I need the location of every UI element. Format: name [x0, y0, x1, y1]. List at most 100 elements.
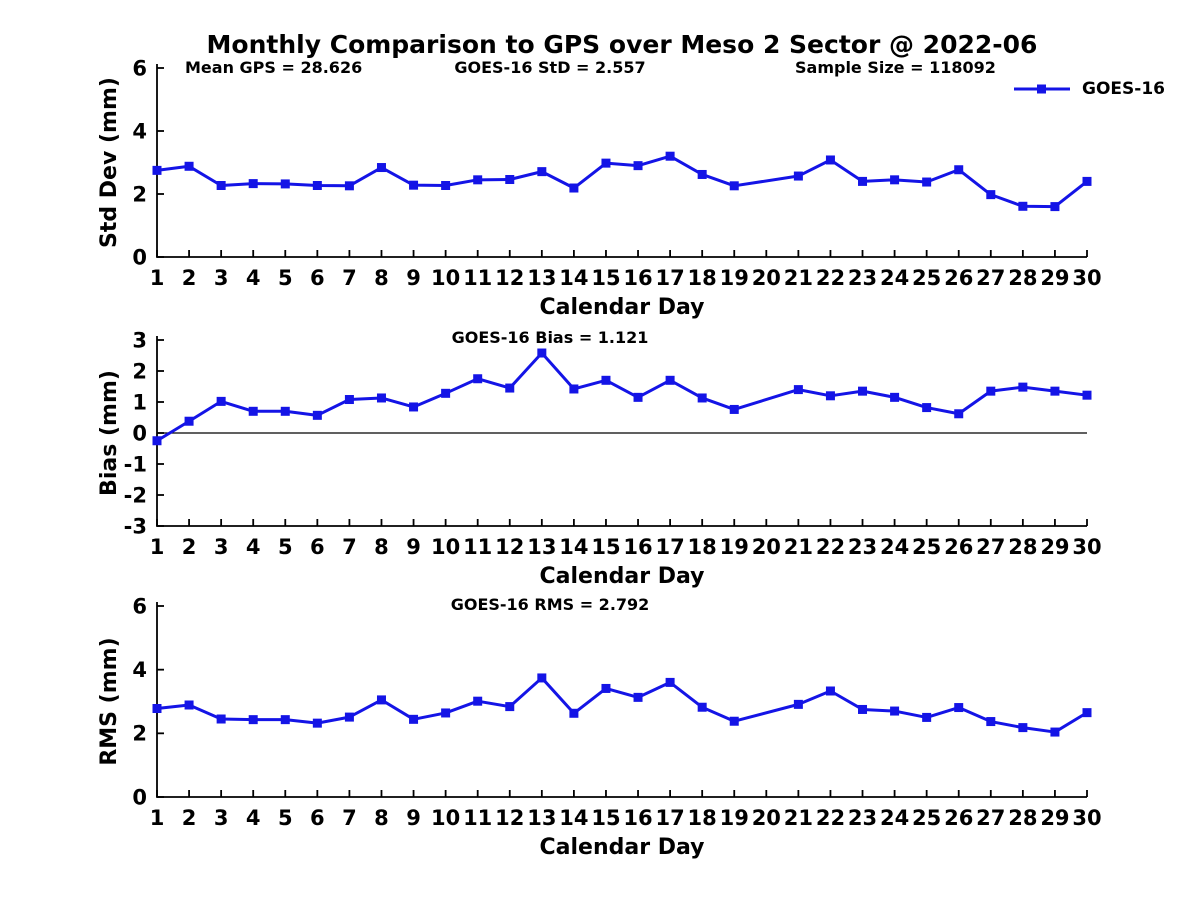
- y-tick-label: 1: [132, 390, 147, 414]
- data-point-marker: [729, 181, 739, 191]
- data-point-marker: [344, 181, 354, 191]
- x-tick-label: 26: [944, 535, 973, 559]
- data-point-marker: [986, 386, 996, 396]
- data-point-marker: [890, 706, 900, 716]
- x-tick-label: 17: [655, 266, 684, 290]
- x-tick-label: 22: [816, 806, 845, 830]
- x-tick-label: 29: [1040, 535, 1069, 559]
- data-point-marker: [922, 712, 932, 722]
- data-point-marker: [665, 677, 675, 687]
- x-tick-label: 23: [848, 535, 877, 559]
- x-tick-label: 27: [976, 806, 1005, 830]
- x-tick-label: 17: [655, 806, 684, 830]
- x-tick-label: 13: [527, 266, 556, 290]
- y-tick-label: 2: [132, 359, 147, 383]
- data-point-marker: [569, 384, 579, 394]
- x-tick-label: 14: [559, 535, 588, 559]
- x-tick-label: 4: [246, 266, 261, 290]
- legend-label: GOES-16: [1082, 79, 1165, 99]
- data-point-marker: [890, 392, 900, 402]
- x-tick-label: 8: [374, 806, 389, 830]
- data-point-marker: [248, 406, 258, 416]
- x-tick-label: 13: [527, 535, 556, 559]
- series-line: [156, 154, 1088, 209]
- x-tick-label: 10: [431, 266, 460, 290]
- y-tick-label: 3: [132, 328, 147, 352]
- x-tick-label: 2: [182, 266, 197, 290]
- x-tick-label: 6: [310, 535, 325, 559]
- data-point-marker: [376, 163, 386, 173]
- data-point-marker: [858, 176, 868, 186]
- data-point-marker: [409, 402, 419, 412]
- data-point-marker: [825, 391, 835, 401]
- x-tick-label: 9: [406, 806, 421, 830]
- x-tick-label: 27: [976, 266, 1005, 290]
- annotation: GOES-16 StD = 2.557: [454, 58, 645, 77]
- data-point-marker: [505, 175, 515, 185]
- series-line: [156, 676, 1088, 734]
- y-tick-label: -2: [124, 483, 147, 507]
- data-point-marker: [793, 171, 803, 181]
- x-tick-label: 3: [214, 535, 229, 559]
- data-point-marker: [954, 703, 964, 713]
- x-tick-label: 20: [752, 806, 781, 830]
- data-point-marker: [954, 165, 964, 175]
- data-point-marker: [697, 702, 707, 712]
- x-tick-label: 5: [278, 266, 293, 290]
- data-point-marker: [986, 717, 996, 727]
- data-point-marker: [152, 165, 162, 175]
- data-point-marker: [858, 386, 868, 396]
- data-point-marker: [280, 406, 290, 416]
- data-point-marker: [184, 700, 194, 710]
- x-tick-label: 28: [1008, 266, 1037, 290]
- series-line: [156, 351, 1088, 443]
- x-tick-label: 4: [246, 535, 261, 559]
- y-axis-label: RMS (mm): [97, 637, 122, 765]
- data-point-marker: [344, 712, 354, 722]
- x-tick-label: 11: [463, 806, 492, 830]
- x-tick-label: 1: [150, 266, 165, 290]
- data-point-marker: [922, 177, 932, 187]
- x-tick-label: 22: [816, 535, 845, 559]
- data-point-marker: [216, 396, 226, 406]
- x-tick-label: 1: [150, 806, 165, 830]
- x-tick-label: 19: [720, 806, 749, 830]
- x-tick-label: 6: [310, 266, 325, 290]
- x-tick-label: 8: [374, 535, 389, 559]
- legend: GOES-16: [1012, 79, 1165, 99]
- y-axis-label: Std Dev (mm): [97, 77, 122, 248]
- x-tick-label: 27: [976, 535, 1005, 559]
- data-point-marker: [633, 161, 643, 171]
- x-axis-label: Calendar Day: [540, 295, 705, 320]
- data-point-marker: [633, 692, 643, 702]
- data-point-marker: [665, 375, 675, 385]
- y-tick-label: -1: [124, 452, 147, 476]
- x-tick-label: 15: [591, 806, 620, 830]
- data-point-marker: [505, 702, 515, 712]
- data-point-marker: [890, 175, 900, 185]
- data-point-marker: [537, 348, 547, 358]
- x-tick-label: 18: [688, 535, 717, 559]
- x-tick-label: 2: [182, 535, 197, 559]
- data-point-marker: [473, 696, 483, 706]
- x-tick-label: 15: [591, 266, 620, 290]
- x-tick-label: 25: [912, 806, 941, 830]
- data-point-marker: [601, 683, 611, 693]
- x-tick-label: 2: [182, 806, 197, 830]
- x-tick-label: 7: [342, 266, 357, 290]
- data-point-marker: [954, 409, 964, 419]
- data-point-marker: [441, 180, 451, 190]
- data-point-marker: [184, 416, 194, 426]
- x-tick-label: 17: [655, 535, 684, 559]
- data-point-marker: [312, 180, 322, 190]
- data-point-marker: [601, 158, 611, 168]
- data-point-marker: [312, 410, 322, 420]
- data-point-marker: [986, 190, 996, 200]
- y-tick-label: 6: [132, 56, 147, 80]
- data-point-marker: [793, 699, 803, 709]
- y-tick-label: 0: [132, 785, 147, 809]
- x-tick-label: 21: [784, 535, 813, 559]
